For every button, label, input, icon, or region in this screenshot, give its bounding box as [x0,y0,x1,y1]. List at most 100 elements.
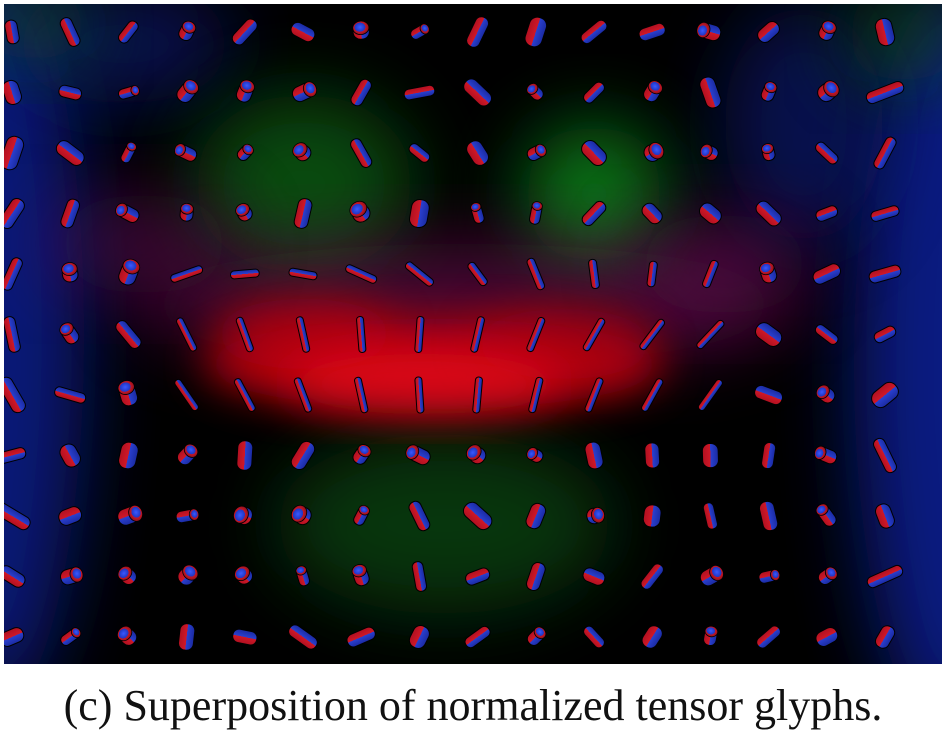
tensor-glyph [346,626,376,648]
tensor-glyph [354,376,369,414]
tensor-glyph [639,318,666,351]
tensor-glyphs [4,16,905,651]
tensor-glyph [236,143,254,162]
tensor-glyph [117,504,144,526]
tensor-glyph [4,135,25,171]
tensor-glyph [528,201,543,225]
tensor-glyph [644,442,661,469]
tensor-glyph [233,378,256,412]
tensor-glyph-visualization [4,4,942,664]
tensor-glyph [814,445,838,465]
tensor-glyph [4,79,23,105]
tensor-glyph [54,386,87,404]
tensor-glyph [462,501,493,531]
tensor-glyph [467,261,488,287]
tensor-glyph [174,378,199,412]
tensor-glyph [118,258,141,286]
tensor-glyph [411,561,428,592]
tensor-glyph [759,261,778,284]
tensor-glyph [472,376,483,414]
tensor-glyph [59,322,80,345]
tensor-glyph [755,322,783,348]
tensor-glyph [640,563,664,590]
tensor-glyph [356,316,367,353]
tensor-glyph [874,625,896,649]
tensor-glyph [699,76,722,109]
tensor-glyph [352,444,372,465]
tensor-glyph [815,205,839,222]
tensor-glyph [761,442,777,470]
tensor-glyph [350,78,372,107]
tensor-glyph [641,625,663,649]
tensor-glyph [291,81,318,103]
tensor-glyph [641,378,664,412]
tensor-glyph [697,379,723,411]
tensor-glyph [231,18,258,46]
background-scalar-field [4,4,942,664]
tensor-glyph [175,508,200,524]
tensor-glyph [526,447,544,463]
tensor-glyph [526,626,547,646]
tensor-glyph [761,143,776,162]
tensor-glyph [60,198,81,229]
tensor-glyph [117,565,137,586]
tensor-glyph [293,377,313,413]
tensor-glyph [646,260,658,288]
tensor-glyph [4,565,26,588]
tensor-glyph [641,202,663,225]
tensor-glyph [817,566,838,586]
tensor-glyph [235,316,254,353]
tensor-glyph [817,80,840,103]
tensor-glyph [696,319,725,350]
tensor-glyph [236,440,254,471]
tensor-glyph [55,140,85,166]
tensor-glyph [4,198,25,229]
tensor-glyph [470,202,485,224]
tensor-glyph [120,141,137,164]
tensor-glyph [815,627,839,647]
tensor-glyph [865,80,905,105]
tensor-glyph [290,21,316,43]
tensor-glyph [581,140,607,166]
tensor-glyph [117,20,139,44]
tensor-glyph [466,16,490,48]
tensor-glyph [4,447,27,464]
tensor-glyph [115,202,140,223]
tensor-glyph [584,441,604,470]
tensor-glyph [814,324,839,345]
tensor-glyph [583,625,605,649]
tensor-glyph [116,625,138,646]
tensor-glyph [288,267,318,281]
tensor-glyph [409,199,430,229]
tensor-glyph [466,140,490,166]
tensor-glyph [524,16,548,48]
tensor-glyph [702,259,719,289]
tensor-glyph [118,441,139,470]
tensor-glyph [758,500,779,532]
tensor-glyph [871,381,899,409]
tensor-glyph [466,444,487,465]
tensor-glyph [58,84,83,101]
tensor-glyph [295,316,311,353]
tensor-glyph [233,505,253,526]
tensor-glyph [525,502,547,530]
tensor-glyph [170,265,204,283]
tensor-glyph [586,506,605,525]
tensor-glyph [235,203,253,222]
tensor-glyph [815,141,839,165]
tensor-glyph [638,22,666,42]
tensor-glyph [60,566,84,586]
tensor-glyph [350,138,373,168]
tensor-glyph [4,19,20,45]
tensor-glyph [874,503,895,529]
tensor-glyph [874,17,896,47]
tensor-glyph [403,84,436,101]
tensor-glyph [868,264,902,284]
tensor-glyph [582,317,606,352]
tensor-glyph [176,79,199,104]
tensor-glyph [760,81,778,102]
tensor-glyph [701,442,719,469]
tensor-glyph [4,627,25,647]
tensor-glyph [643,142,665,162]
tensor-glyph [293,198,313,229]
